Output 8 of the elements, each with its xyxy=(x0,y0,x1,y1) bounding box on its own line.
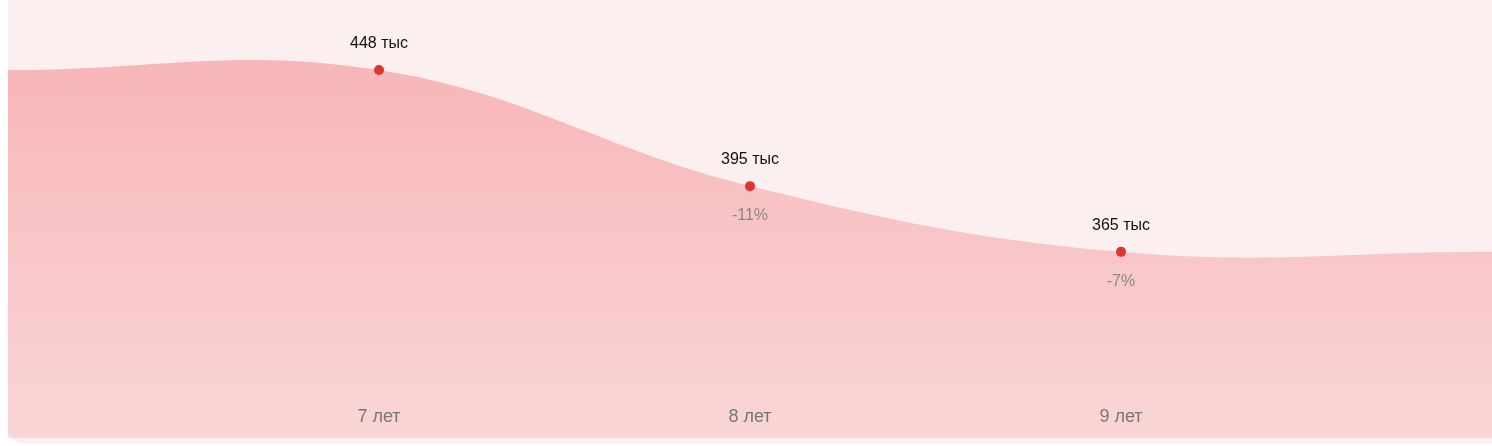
x-tick-label: 9 лет xyxy=(1099,406,1143,426)
data-label: 395 тыс xyxy=(721,150,779,168)
x-tick-label: 7 лет xyxy=(357,406,401,426)
annotation: -11% xyxy=(731,206,769,224)
annotation: -7% xyxy=(1106,271,1136,289)
x-tick-label: 8 лет xyxy=(728,406,772,426)
data-label: 365 тыс xyxy=(1092,215,1150,233)
data-label: 448 тыс xyxy=(350,34,408,52)
